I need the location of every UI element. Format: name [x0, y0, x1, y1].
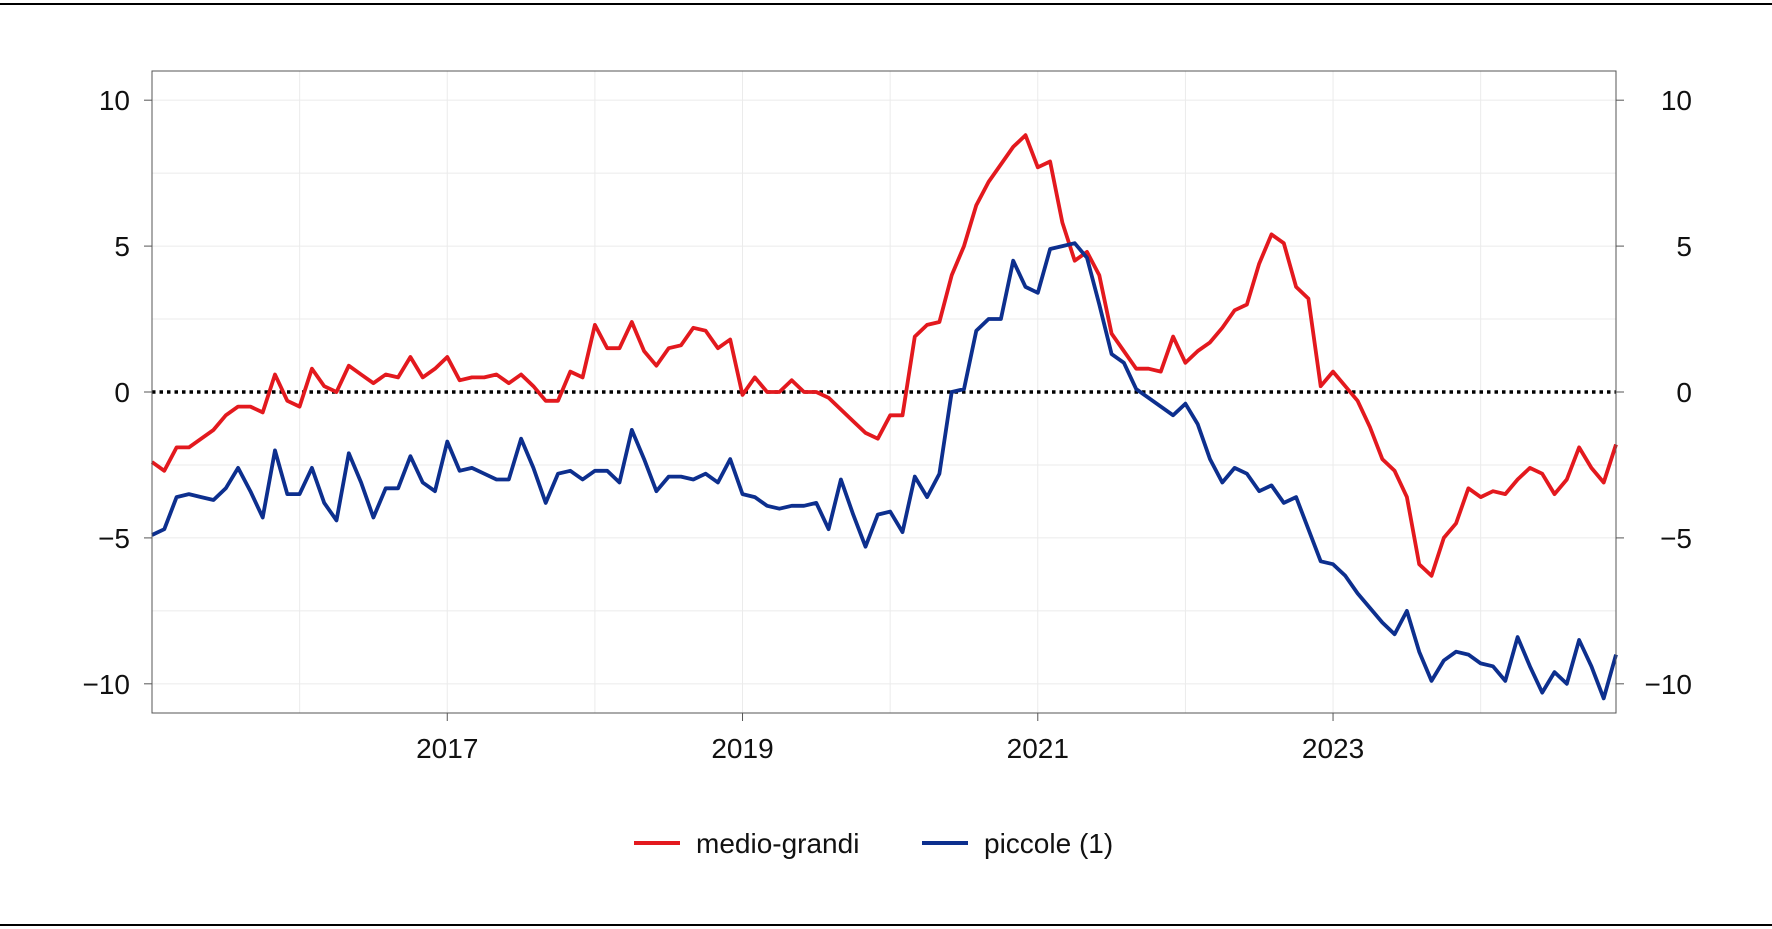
- y-tick-label-right: 0: [1676, 377, 1692, 408]
- series-line-piccole: [151, 241, 1618, 701]
- x-tick-label: 2019: [711, 733, 773, 764]
- y-tick-label-right: −5: [1660, 523, 1692, 554]
- x-tick-label: 2021: [1007, 733, 1069, 764]
- legend-label-medio-grandi: medio-grandi: [696, 828, 859, 859]
- y-axis-right: −10 −5 0 5 10: [1616, 85, 1692, 700]
- y-tick-label-left: 10: [99, 85, 130, 116]
- x-axis: 2017 2019 2021 2023: [416, 713, 1364, 764]
- legend: medio-grandi piccole (1): [634, 828, 1113, 859]
- y-tick-label-right: −10: [1645, 669, 1693, 700]
- x-tick-label: 2023: [1302, 733, 1364, 764]
- y-tick-label-left: 5: [114, 231, 130, 262]
- x-tick-label: 2017: [416, 733, 478, 764]
- y-tick-label-right: 10: [1661, 85, 1692, 116]
- legend-label-piccole: piccole (1): [984, 828, 1113, 859]
- series-line-medio-grandi: [150, 133, 1618, 578]
- series-lines: [150, 133, 1618, 701]
- y-tick-label-left: 0: [114, 377, 130, 408]
- y-tick-label-left: −5: [98, 523, 130, 554]
- y-axis-left: −10 −5 0 5 10: [83, 85, 152, 700]
- y-tick-label-right: 5: [1676, 231, 1692, 262]
- y-tick-label-left: −10: [83, 669, 131, 700]
